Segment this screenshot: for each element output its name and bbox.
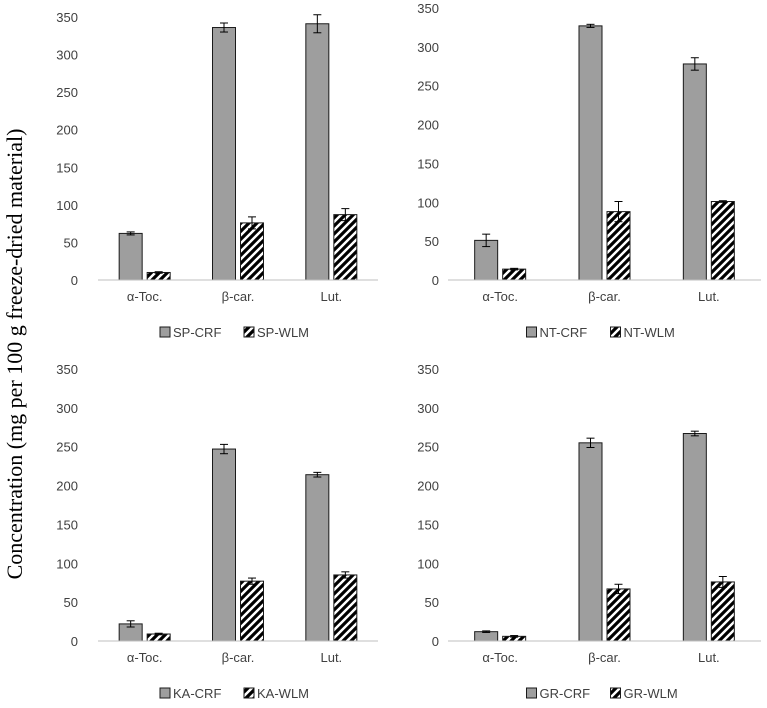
chart-panel-2: 0 50 100 150 200 250 300 350 α-Toc. β-car. Lut. NT-…: [417, 1, 761, 340]
bar: [710, 201, 735, 281]
bar: [578, 25, 603, 281]
bar: [212, 27, 236, 281]
chart-panel-1: 0 50 100 150 200 250 300 350 α-Toc. β-car. Lut. SP-…: [56, 10, 378, 340]
y-tick-label: 300: [56, 48, 78, 63]
bar: [682, 63, 707, 281]
category-label: α-Toc.: [127, 650, 163, 665]
y-tick-label: 100: [417, 195, 439, 210]
legend-swatch: [610, 687, 621, 699]
y-tick-label: 0: [71, 273, 78, 288]
y-tick-label: 50: [64, 235, 78, 250]
y-tick-label: 250: [56, 440, 78, 455]
bar: [118, 232, 143, 281]
y-tick-label: 150: [56, 517, 78, 532]
y-tick-label: 300: [417, 401, 439, 416]
y-tick-label: 50: [425, 234, 439, 249]
category-label: β-car.: [222, 289, 255, 304]
bar: [333, 574, 358, 642]
y-tick-label: 350: [56, 362, 78, 377]
category-label: Lut.: [698, 289, 720, 304]
y-tick-label: 0: [71, 634, 78, 649]
category-label: β-car.: [222, 650, 255, 665]
bar: [240, 222, 264, 281]
y-tick-label: 100: [417, 556, 439, 571]
chart-panels: 0 50 100 150 200 250 300 350 α-Toc. β-car. Lut. SP-…: [56, 1, 761, 701]
legend-label: KA-CRF: [173, 686, 221, 701]
y-tick-label: 150: [56, 160, 78, 175]
bar: [710, 581, 735, 642]
legend-label: GR-WLM: [624, 686, 678, 701]
legend-swatch: [526, 687, 537, 699]
bar: [240, 580, 264, 642]
y-tick-label: 350: [56, 10, 78, 25]
bar: [606, 588, 631, 642]
legend-swatch: [526, 326, 537, 338]
category-label: α-Toc.: [482, 289, 518, 304]
bar: [682, 433, 707, 642]
y-tick-label: 250: [56, 85, 78, 100]
bar: [305, 474, 330, 642]
y-tick-label: 0: [432, 273, 439, 288]
category-label: α-Toc.: [482, 650, 518, 665]
y-tick-label: 50: [425, 595, 439, 610]
bar: [474, 631, 499, 642]
category-label: Lut.: [320, 289, 342, 304]
y-tick-label: 100: [56, 198, 78, 213]
y-tick-label: 300: [56, 401, 78, 416]
y-tick-label: 250: [417, 440, 439, 455]
bar: [305, 23, 330, 281]
y-tick-label: 300: [417, 40, 439, 55]
chart-panel-3: 0 50 100 150 200 250 300 350 α-Toc. β-car. Lut. KA-…: [56, 362, 378, 701]
y-tick-label: 100: [56, 556, 78, 571]
y-tick-label: 200: [417, 118, 439, 133]
legend-swatch: [243, 326, 255, 338]
bar: [578, 442, 603, 642]
legend-swatch: [610, 326, 621, 338]
bar: [502, 268, 527, 281]
y-tick-label: 350: [417, 1, 439, 16]
y-tick-label: 200: [417, 479, 439, 494]
bar: [212, 448, 236, 642]
legend-swatch: [159, 687, 171, 699]
legend-label: SP-WLM: [257, 325, 309, 340]
category-label: β-car.: [588, 289, 621, 304]
legend-label: SP-CRF: [173, 325, 221, 340]
y-tick-label: 150: [417, 517, 439, 532]
chart-panel-4: 0 50 100 150 200 250 300 350 α-Toc. β-car. Lut. GR-…: [417, 362, 761, 701]
y-tick-label: 350: [417, 362, 439, 377]
y-tick-label: 50: [64, 595, 78, 610]
legend-label: NT-CRF: [540, 325, 588, 340]
category-label: β-car.: [588, 650, 621, 665]
legend-label: GR-CRF: [540, 686, 591, 701]
category-label: Lut.: [698, 650, 720, 665]
legend-swatch: [159, 326, 171, 338]
y-tick-label: 200: [56, 123, 78, 138]
bar: [333, 214, 358, 281]
category-label: α-Toc.: [127, 289, 163, 304]
y-tick-label: 150: [417, 156, 439, 171]
legend-label: NT-WLM: [624, 325, 675, 340]
y-tick-label: 200: [56, 479, 78, 494]
legend-swatch: [243, 687, 255, 699]
y-tick-label: 250: [417, 79, 439, 94]
category-label: Lut.: [320, 650, 342, 665]
y-axis-label: Concentration (mg per 100 g freeze-dried…: [2, 129, 27, 580]
y-tick-label: 0: [432, 634, 439, 649]
legend-label: KA-WLM: [257, 686, 309, 701]
